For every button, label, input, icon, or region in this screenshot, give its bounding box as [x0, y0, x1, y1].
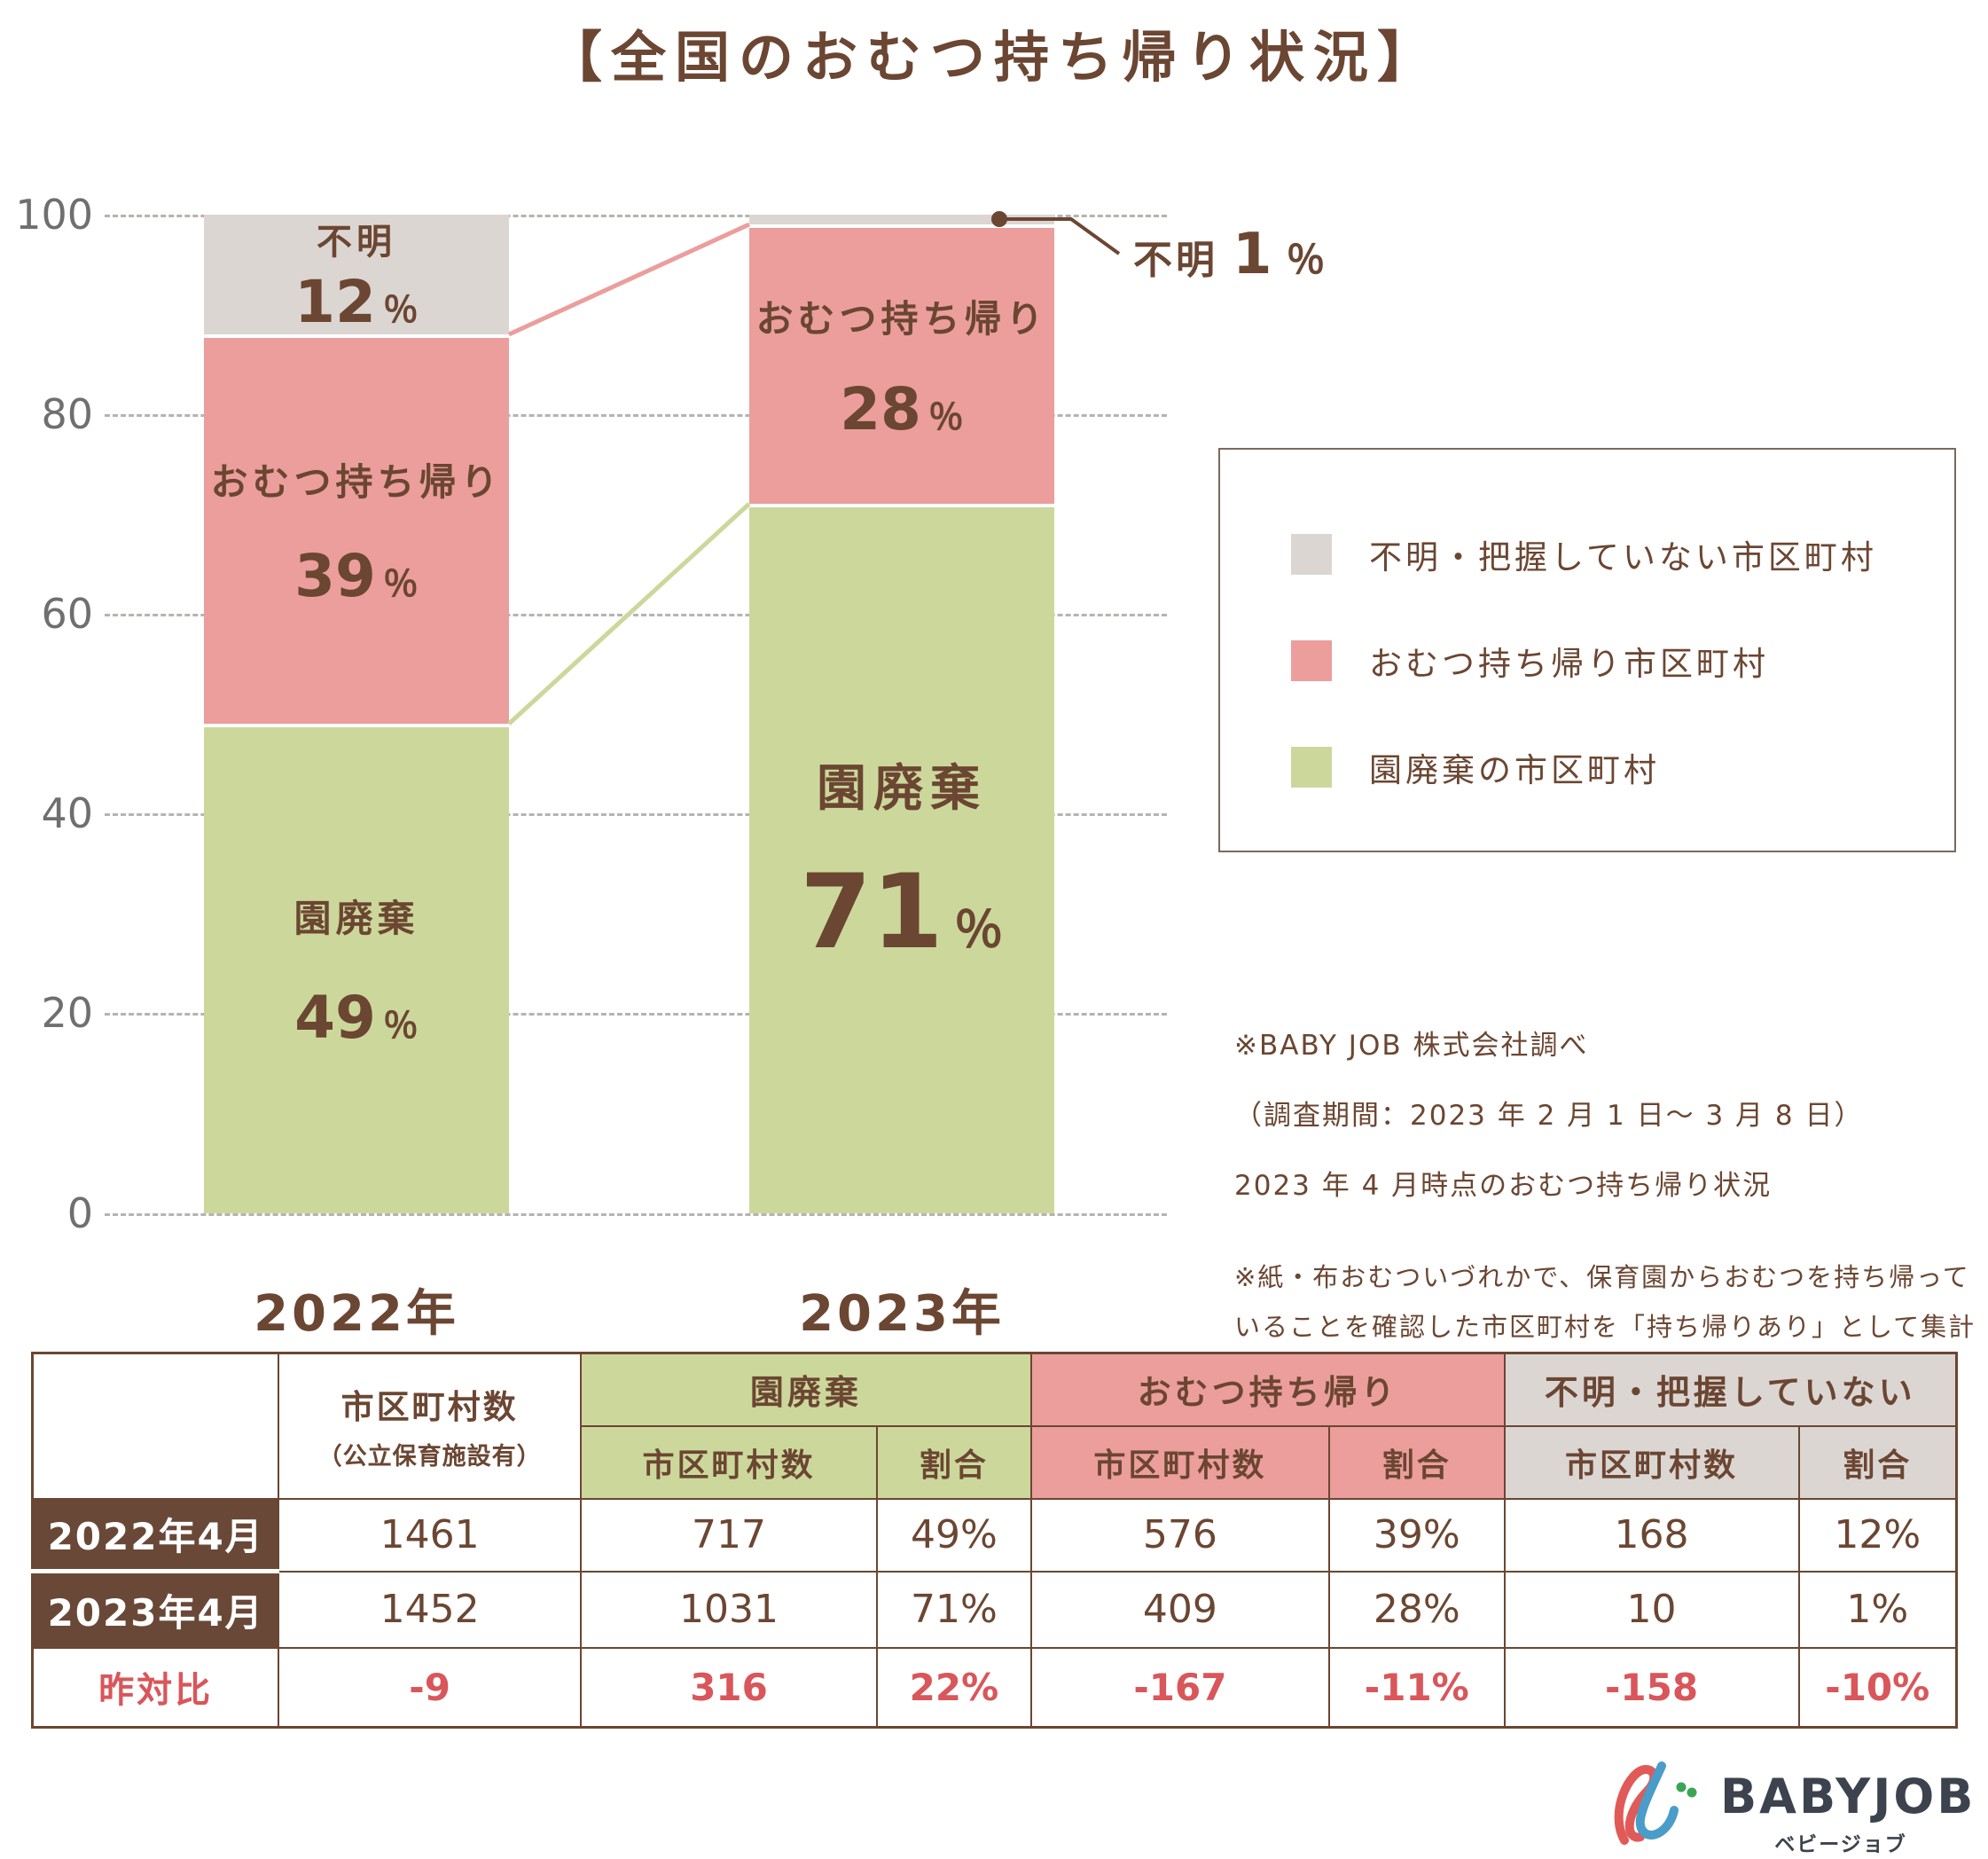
row-label-2023: 2023年4月 — [31, 1569, 280, 1649]
cell-p-ratio: -11% — [1328, 1646, 1506, 1729]
table-header-sub: 市区町村数 割合 市区町村数 割合 市区町村数 割合 — [33, 1424, 1958, 1500]
cell-g-count: 316 — [579, 1646, 879, 1729]
header-municipality-total: 市区町村数 （公立保育施設有） — [278, 1352, 582, 1500]
legend-label: 不明・把握していない市区町村 — [1369, 538, 1877, 577]
logo-wordmark: BABYJOB — [1720, 1769, 1976, 1824]
gridline-0 — [105, 1213, 1167, 1216]
cell-total: -9 — [278, 1646, 582, 1729]
subheader-ratio: 割合 — [1797, 1424, 1958, 1500]
cell-g-ratio: 71% — [876, 1570, 1032, 1649]
table-row: 2022年4月 1461 717 49% 576 39% 168 12% — [31, 1497, 1958, 1573]
note-line: ※BABY JOB 株式会社調べ — [1234, 1030, 1589, 1062]
corner-cell — [31, 1352, 280, 1500]
segment-value: 28 ％ — [840, 374, 964, 443]
cell-u-count: 10 — [1503, 1570, 1800, 1649]
segment-value: 71 ％ — [800, 852, 1004, 972]
note-line: 2023 年 4 月時点のおむつ持ち帰り状況 — [1234, 1170, 1773, 1202]
pink-connector-line — [507, 222, 751, 337]
logo-green-dot — [1676, 1782, 1687, 1792]
subheader-count: 市区町村数 — [1503, 1424, 1800, 1500]
bar-2023-segment-disposal: 園廃棄 71 ％ — [749, 504, 1054, 1213]
legend-label: おむつ持ち帰り市区町村 — [1369, 645, 1769, 683]
cell-g-count: 1031 — [579, 1570, 879, 1649]
subheader-count: 市区町村数 — [579, 1424, 879, 1500]
cell-u-ratio: 1% — [1797, 1570, 1958, 1649]
cell-u-count: -158 — [1503, 1646, 1800, 1729]
y-tick-60: 60 — [41, 590, 93, 638]
cell-g-ratio: 22% — [876, 1646, 1032, 1729]
bar-2023-segment-unknown — [749, 215, 1054, 224]
header-group-disposal: 園廃棄 — [579, 1352, 1032, 1427]
y-tick-80: 80 — [41, 390, 93, 438]
survey-notes: ※BABY JOB 株式会社調べ （調査期間：2023 年 2 月 1 日～ 3… — [1234, 1011, 1863, 1221]
legend-item-unknown: 不明・把握していない市区町村 — [1291, 530, 1877, 578]
subheader-ratio: 割合 — [876, 1424, 1032, 1500]
row-label-yoy: 昨対比 — [31, 1646, 280, 1729]
table-row: 昨対比 -9 316 22% -167 -11% -158 -10% — [31, 1646, 1958, 1729]
legend-swatch-pink — [1291, 640, 1332, 681]
annotation-unknown-2023: 不明 1 ％ — [1133, 222, 1326, 287]
babyjob-logo-icon — [1614, 1761, 1697, 1845]
cell-p-count: 409 — [1029, 1570, 1331, 1649]
y-tick-20: 20 — [41, 989, 93, 1037]
cell-p-ratio: 39% — [1328, 1497, 1506, 1573]
bar-2022-segment-disposal: 園廃棄 49 ％ — [204, 724, 509, 1213]
cell-total: 1452 — [278, 1570, 582, 1649]
segment-label: おむつ持ち帰り — [210, 459, 503, 504]
segment-value: 49 ％ — [294, 984, 419, 1052]
cell-g-ratio: 49% — [876, 1497, 1032, 1573]
babyjob-logo: BABYJOB ベビージョブ — [1596, 1756, 1973, 1856]
note-line: （調査期間：2023 年 2 月 1 日～ 3 月 8 日） — [1234, 1100, 1864, 1132]
y-tick-0: 0 — [67, 1189, 93, 1237]
segment-label: おむつ持ち帰り — [755, 296, 1048, 341]
legend-item-takehome: おむつ持ち帰り市区町村 — [1291, 637, 1769, 685]
subheader-count: 市区町村数 — [1029, 1424, 1331, 1500]
gridline-80 — [105, 414, 1167, 417]
gridline-40 — [105, 813, 1167, 816]
header-group-takehome: おむつ持ち帰り — [1029, 1352, 1506, 1427]
page-title: 【全国のおむつ持ち帰り状況】 — [546, 25, 1441, 90]
note-line: ※紙・布おむついづれかで、保育園からおむつを持ち帰って — [1234, 1262, 1970, 1292]
logo-blue-swoosh — [1635, 1761, 1679, 1839]
logo-katakana: ベビージョブ — [1774, 1833, 1907, 1856]
bar-2022-segment-takehome: おむつ持ち帰り 39 ％ — [204, 334, 509, 724]
y-tick-40: 40 — [41, 789, 93, 837]
legend-swatch-gray — [1291, 534, 1332, 575]
logo-green-dot — [1687, 1787, 1697, 1798]
x-label-2023: 2023年 — [799, 1285, 1005, 1343]
header-group-unknown: 不明・把握していない — [1503, 1352, 1958, 1427]
segment-label: 園廃棄 — [294, 897, 419, 940]
legend-box: 不明・把握していない市区町村 おむつ持ち帰り市区町村 園廃棄の市区町村 — [1218, 448, 1956, 852]
cell-g-count: 717 — [579, 1497, 879, 1573]
table-row: 2023年4月 1452 1031 71% 409 28% 10 1% — [31, 1569, 1958, 1649]
segment-label: 園廃棄 — [817, 760, 987, 818]
bar-2022-segment-unknown: 不明 12 ％ — [204, 215, 509, 336]
note-line: いることを確認した市区町村を「持ち帰りあり」として集計 — [1234, 1312, 1976, 1342]
cell-u-count: 168 — [1503, 1497, 1800, 1573]
cell-p-count: 576 — [1029, 1497, 1331, 1573]
data-table: 市区町村数 （公立保育施設有） 園廃棄 おむつ持ち帰り 不明・把握していない 市… — [31, 1352, 1958, 1729]
cell-u-ratio: 12% — [1797, 1497, 1958, 1573]
gridline-100 — [105, 215, 1167, 217]
cell-p-ratio: 28% — [1328, 1570, 1506, 1649]
bar-2023-segment-takehome: おむつ持ち帰り 28 ％ — [749, 224, 1054, 504]
cell-p-count: -167 — [1029, 1646, 1331, 1729]
segment-label: 不明 — [317, 222, 396, 263]
cell-total: 1461 — [278, 1497, 582, 1573]
legend-label: 園廃棄の市区町村 — [1369, 751, 1660, 789]
cell-u-ratio: -10% — [1797, 1646, 1958, 1729]
segment-value: 39 ％ — [294, 541, 419, 610]
y-tick-100: 100 — [15, 191, 93, 239]
legend-item-disposal: 園廃棄の市区町村 — [1291, 743, 1660, 791]
gridline-20 — [105, 1013, 1167, 1016]
legend-swatch-green — [1291, 747, 1332, 788]
segment-value: 12 ％ — [294, 268, 419, 336]
subheader-ratio: 割合 — [1328, 1424, 1506, 1500]
x-label-2022: 2022年 — [254, 1285, 459, 1343]
row-label-2022: 2022年4月 — [31, 1497, 280, 1573]
method-notes: ※紙・布おむついづれかで、保育園からおむつを持ち帰って いることを確認した市区町… — [1234, 1252, 1976, 1352]
table-header-groups: 市区町村数 （公立保育施設有） 園廃棄 おむつ持ち帰り 不明・把握していない — [31, 1352, 1958, 1500]
